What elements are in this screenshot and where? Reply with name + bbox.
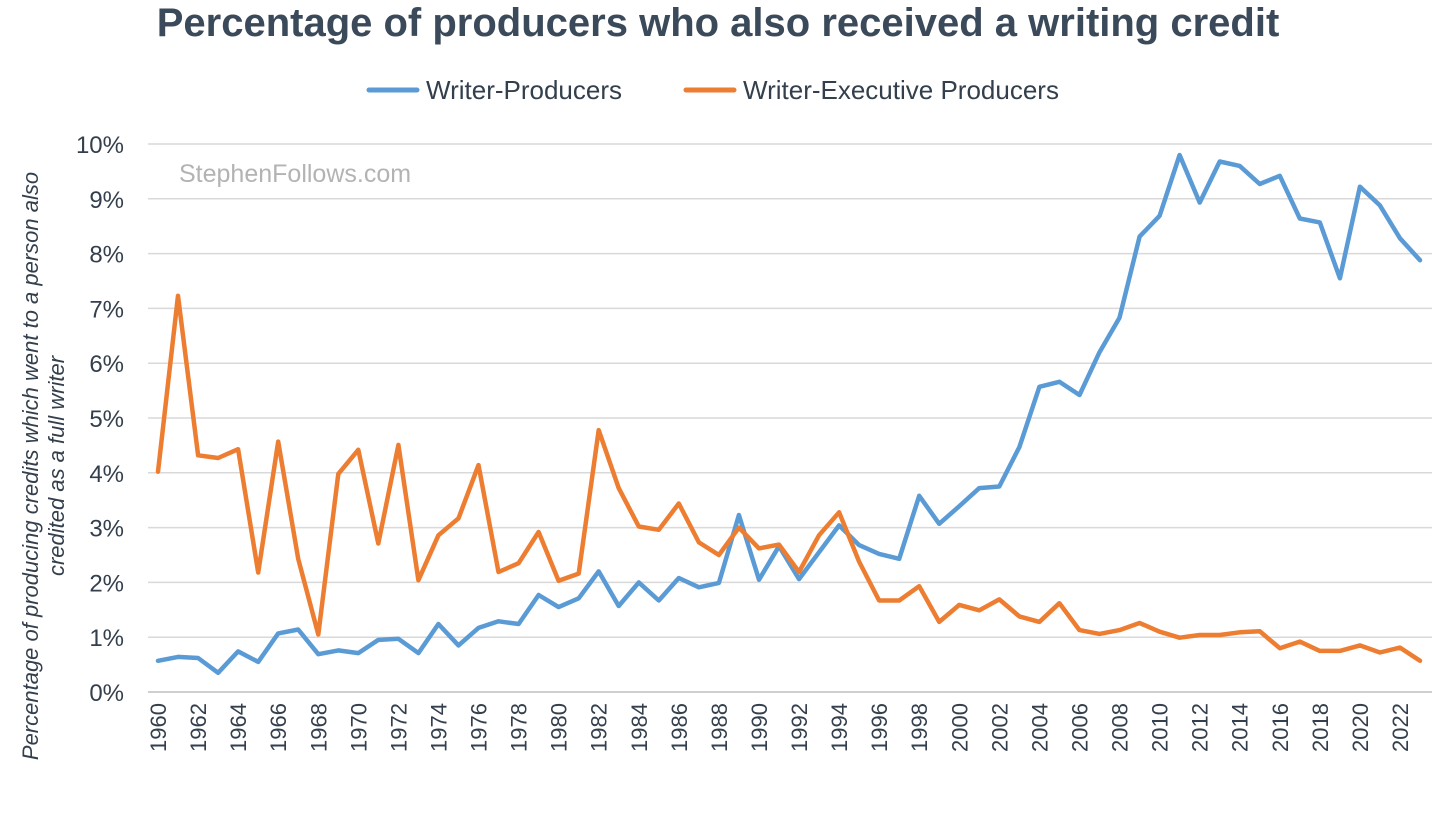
y-axis-label: Percentage of producing credits which we… bbox=[18, 172, 69, 760]
x-tick-label: 2006 bbox=[1067, 703, 1092, 752]
y-axis-tick-labels: 0% 1% 2% 3% 4% 5% 6% 7% 8% 9% 10% bbox=[76, 132, 124, 707]
watermark: StephenFollows.com bbox=[179, 160, 411, 188]
y-tick-label: 7% bbox=[89, 296, 124, 323]
y-tick-label: 0% bbox=[89, 680, 124, 707]
y-tick-label: 9% bbox=[89, 187, 124, 214]
series-lines bbox=[155, 152, 1423, 676]
x-tick-label: 2020 bbox=[1348, 703, 1373, 752]
chart-title: Percentage of producers who also receive… bbox=[156, 1, 1280, 45]
y-tick-label: 3% bbox=[89, 516, 124, 543]
series-line-writer-producers bbox=[155, 152, 1423, 676]
x-tick-label: 1974 bbox=[426, 703, 451, 752]
x-tick-label: 1982 bbox=[587, 703, 612, 752]
x-tick-label: 1968 bbox=[306, 703, 331, 752]
x-axis-tick-labels: 1960 1962 1964 1966 1968 1970 1972 1974 1976 1978… bbox=[146, 703, 1413, 752]
y-axis-label-line-1: Percentage of producing credits which we… bbox=[18, 172, 43, 760]
x-tick-label: 1986 bbox=[667, 703, 692, 752]
series-line-writer-executive-producers bbox=[155, 293, 1423, 664]
x-tick-label: 1976 bbox=[467, 703, 492, 752]
legend-label-writer-producers: Writer-Producers bbox=[426, 75, 622, 105]
y-tick-label: 2% bbox=[89, 570, 124, 597]
x-tick-label: 1988 bbox=[707, 703, 732, 752]
x-tick-label: 2014 bbox=[1228, 703, 1253, 752]
y-tick-label: 5% bbox=[89, 406, 124, 433]
x-tick-label: 1996 bbox=[867, 703, 892, 752]
x-tick-label: 2004 bbox=[1027, 703, 1052, 752]
y-tick-label: 4% bbox=[89, 461, 124, 488]
y-axis-label-line-2: credited as a full writer bbox=[44, 354, 69, 576]
x-tick-label: 2010 bbox=[1148, 703, 1173, 752]
x-tick-label: 2022 bbox=[1388, 703, 1413, 752]
x-tick-label: 1980 bbox=[547, 703, 572, 752]
y-tick-label: 10% bbox=[76, 132, 124, 159]
x-tick-label: 2016 bbox=[1268, 703, 1293, 752]
x-tick-label: 1984 bbox=[627, 703, 652, 752]
x-tick-label: 1964 bbox=[226, 703, 251, 752]
gridlines bbox=[148, 143, 1432, 693]
x-tick-label: 1970 bbox=[346, 703, 371, 752]
x-tick-label: 1978 bbox=[507, 703, 532, 752]
x-tick-label: 2018 bbox=[1308, 703, 1333, 752]
x-tick-label: 2000 bbox=[947, 703, 972, 752]
legend-label-writer-executive-producers: Writer-Executive Producers bbox=[743, 75, 1059, 105]
x-tick-label: 1994 bbox=[827, 703, 852, 752]
x-tick-label: 2008 bbox=[1108, 703, 1133, 752]
x-tick-label: 1962 bbox=[186, 703, 211, 752]
y-tick-label: 6% bbox=[89, 351, 124, 378]
x-tick-label: 1960 bbox=[146, 703, 171, 752]
x-tick-label: 2002 bbox=[987, 703, 1012, 752]
x-tick-label: 2012 bbox=[1188, 703, 1213, 752]
x-tick-label: 1990 bbox=[747, 703, 772, 752]
x-tick-label: 1992 bbox=[787, 703, 812, 752]
x-tick-label: 1998 bbox=[907, 703, 932, 752]
y-tick-label: 8% bbox=[89, 242, 124, 269]
y-tick-label: 1% bbox=[89, 625, 124, 652]
x-tick-label: 1966 bbox=[266, 703, 291, 752]
legend: Writer-Producers Writer-Executive Produc… bbox=[366, 75, 1059, 105]
x-tick-label: 1972 bbox=[386, 703, 411, 752]
